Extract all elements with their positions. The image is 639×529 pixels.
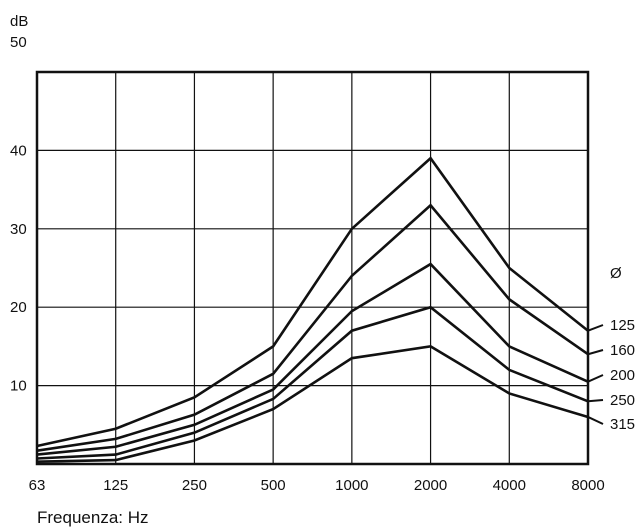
x-axis-title: Frequenza: Hz — [37, 508, 149, 527]
legend-label-250: 250 — [610, 392, 635, 409]
series-line-200 — [36, 262, 589, 456]
plot-frame — [35, 70, 590, 466]
legend-leader-315 — [587, 416, 604, 425]
legend-label-160: 160 — [610, 342, 635, 359]
x-tick-label: 4000 — [493, 477, 526, 494]
legend: Ø 125 160 200 250 315 — [587, 265, 635, 433]
legend-leader-250 — [587, 399, 604, 403]
legend-leader-160 — [587, 349, 604, 356]
y-tick-label: 50 — [10, 34, 27, 51]
x-tick-label: 63 — [29, 477, 46, 494]
x-tick-label: 1000 — [335, 477, 368, 494]
series-line-315 — [36, 345, 589, 463]
legend-leader-125 — [587, 324, 604, 332]
grid — [37, 72, 588, 464]
series-line-250 — [36, 305, 589, 460]
y-tick-label: 30 — [10, 221, 27, 238]
x-tick-label: 125 — [103, 477, 128, 494]
y-tick-label: 10 — [10, 378, 27, 395]
legend-label-315: 315 — [610, 416, 635, 433]
x-tick-label: 2000 — [414, 477, 447, 494]
series-line-125 — [36, 156, 589, 448]
y-tick-labels: 10 20 30 40 50 — [10, 34, 27, 395]
legend-title: Ø — [610, 265, 622, 282]
x-tick-label: 250 — [182, 477, 207, 494]
y-tick-label: 20 — [10, 299, 27, 316]
x-tick-label: 500 — [261, 477, 286, 494]
series-line-160 — [36, 203, 589, 452]
x-tick-labels: 63 125 250 500 1000 2000 4000 8000 — [29, 477, 605, 494]
legend-label-125: 125 — [610, 317, 635, 334]
y-tick-label: 40 — [10, 142, 27, 159]
x-tick-label: 8000 — [571, 477, 604, 494]
legend-label-200: 200 — [610, 367, 635, 384]
series-lines — [36, 156, 589, 463]
legend-leader-200 — [587, 374, 604, 383]
y-unit-label: dB — [10, 13, 28, 30]
